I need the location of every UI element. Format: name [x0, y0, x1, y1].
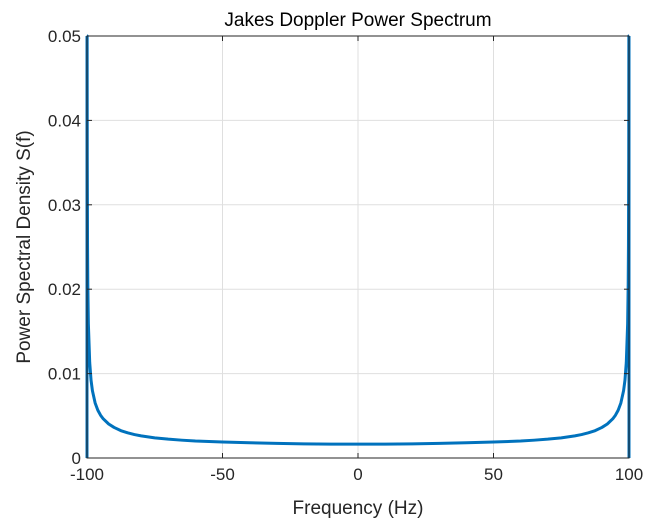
chart-title: Jakes Doppler Power Spectrum: [224, 10, 491, 31]
x-tick-label: 50: [484, 465, 503, 484]
grid: [87, 36, 629, 458]
y-axis-label: Power Spectral Density S(f): [14, 130, 35, 363]
x-axis-label: Frequency (Hz): [293, 498, 424, 519]
y-tick-label: 0.02: [48, 280, 81, 299]
y-tick-label: 0.04: [48, 111, 81, 130]
y-tick-label: 0: [72, 449, 81, 468]
x-tick-label: -100: [70, 465, 104, 484]
x-tick-label: -50: [210, 465, 235, 484]
y-tick-label: 0.01: [48, 365, 81, 384]
x-tick-label: 100: [615, 465, 643, 484]
series-line: [85, 34, 631, 446]
x-tick-label: 0: [353, 465, 362, 484]
ticks: -100 -50 0 50 100 0 0.01 0.02 0.03 0.04 0.05: [48, 27, 643, 484]
y-tick-label: 0.05: [48, 27, 81, 46]
y-tick-label: 0.03: [48, 196, 81, 215]
